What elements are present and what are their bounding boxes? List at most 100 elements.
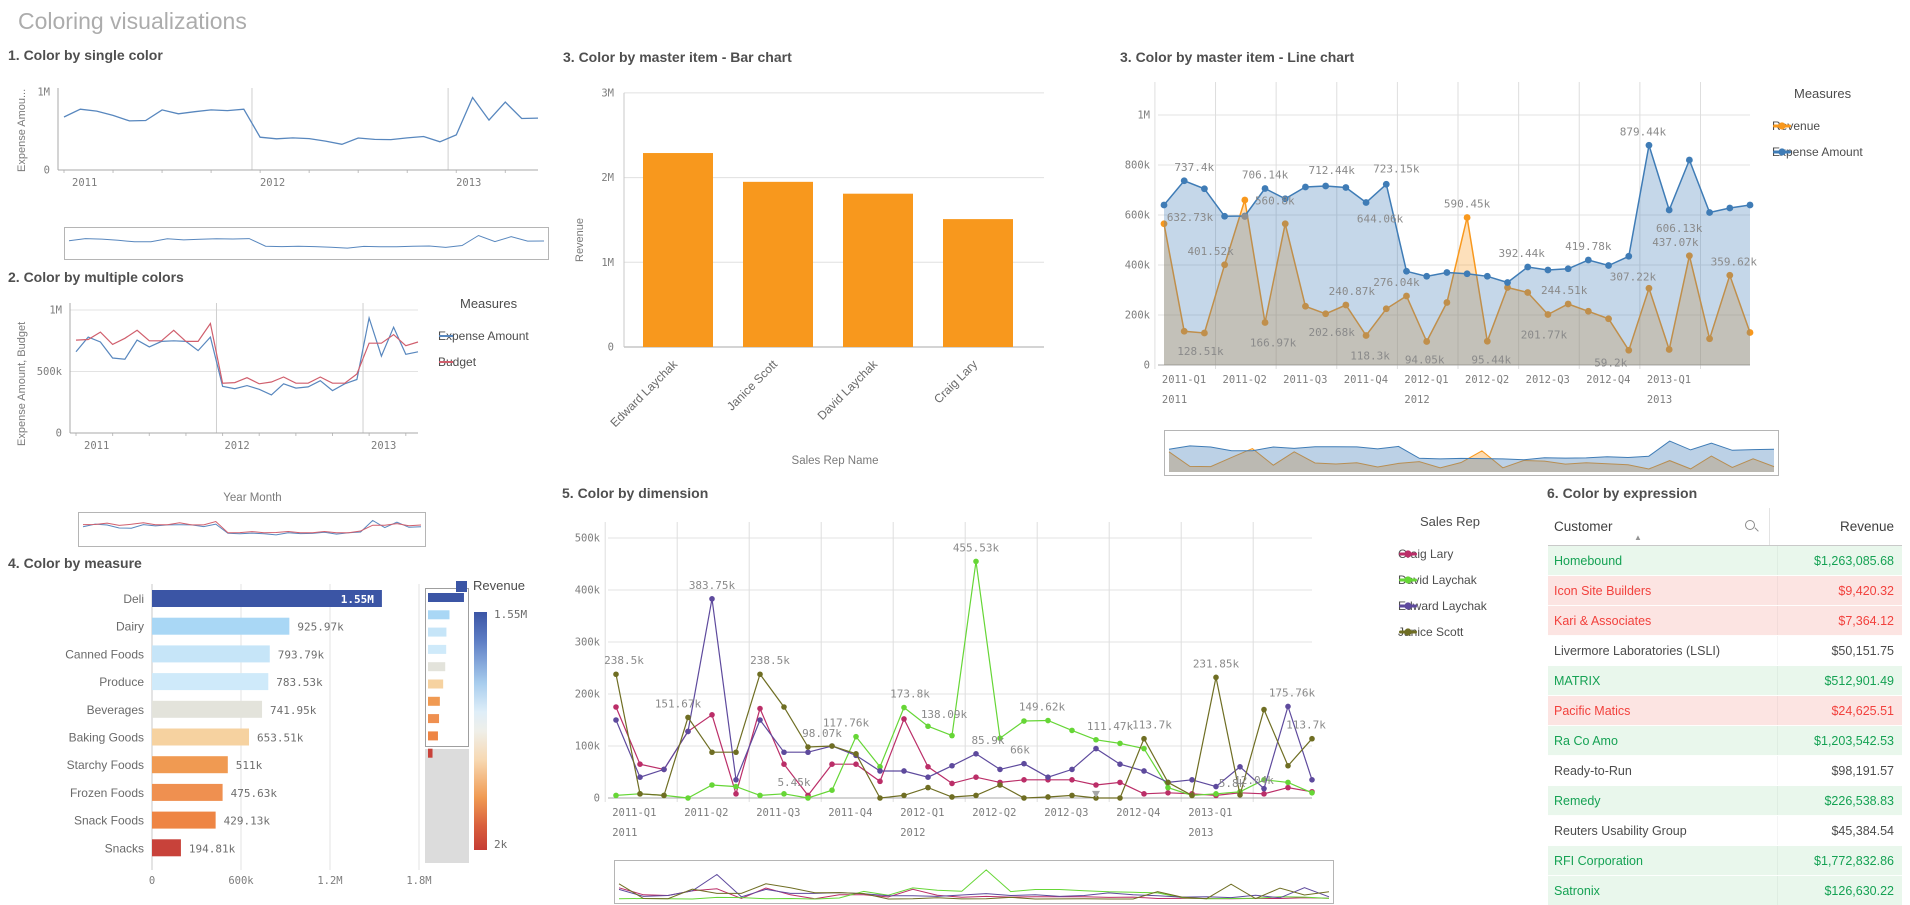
series-color-icon xyxy=(1399,550,1417,558)
customer-cell: MATRIX xyxy=(1554,673,1601,688)
svg-text:475.63k: 475.63k xyxy=(231,787,278,800)
table-row[interactable]: Kari & Associates $7,364.12 xyxy=(1548,606,1902,636)
svg-text:2011-Q1: 2011-Q1 xyxy=(612,807,656,819)
legend-measures-multiple-colors: Measures Expense Amount Budget xyxy=(438,296,529,381)
svg-text:723.15k: 723.15k xyxy=(1373,162,1420,175)
svg-text:644.06k: 644.06k xyxy=(1357,213,1404,226)
table-row[interactable]: Satronix $126,630.22 xyxy=(1548,876,1902,905)
bar-chart-master-item[interactable]: 0 1M 2M 3M Edward Laychak Janice Scott David L… xyxy=(562,76,1107,476)
table-row[interactable]: MATRIX $512,901.49 xyxy=(1548,666,1902,696)
revenue-cell: $24,625.51 xyxy=(1777,696,1902,725)
legend-item-budget[interactable]: Budget xyxy=(438,355,529,369)
svg-text:Deli: Deli xyxy=(123,592,144,606)
svg-text:2011-Q2: 2011-Q2 xyxy=(684,807,728,819)
bar-chart-by-measure[interactable]: 0 600k 1.2M 1.8M Deli 1.55M Dairy 925.97k Canned… xyxy=(8,576,460,892)
legend-title: Measures xyxy=(460,296,518,311)
svg-text:300k: 300k xyxy=(575,637,601,649)
legend-item-edward-laychak[interactable]: Edward Laychak xyxy=(1398,599,1487,613)
chart-title-master-line: 3. Color by master item - Line chart xyxy=(1120,49,1355,65)
search-icon[interactable] xyxy=(1745,520,1755,530)
line-chart-multiple-colors[interactable]: 0 500k 1M 2011 2012 2013 xyxy=(10,295,440,460)
svg-text:2012: 2012 xyxy=(900,827,925,839)
revenue-cell: $226,538.83 xyxy=(1777,786,1902,815)
table-row[interactable]: Icon Site Builders $9,420.32 xyxy=(1548,576,1902,606)
table-row[interactable]: Ra Co Amo $1,203,542.53 xyxy=(1548,726,1902,756)
chart-navigator-master-line[interactable] xyxy=(1164,430,1779,476)
legend-item-revenue[interactable]: Revenue xyxy=(1772,119,1863,133)
legend-item-janice-scott[interactable]: Janice Scott xyxy=(1398,625,1487,639)
svg-text:2013-Q1: 2013-Q1 xyxy=(1647,374,1691,386)
line-chart-by-dimension[interactable]: 0 100k 200k 300k 400k 500k 2011-Q1 2011-Q2 2011-… xyxy=(556,512,1356,905)
customer-cell: RFI Corporation xyxy=(1554,853,1643,868)
legend-item-david-laychak[interactable]: David Laychak xyxy=(1398,573,1487,587)
svg-text:632.73k: 632.73k xyxy=(1167,211,1214,224)
chart-navigator-single-color[interactable] xyxy=(64,227,549,260)
svg-text:2012: 2012 xyxy=(260,177,285,189)
gradient-legend-max: 1.55M xyxy=(494,608,528,621)
svg-text:2012-Q3: 2012-Q3 xyxy=(1044,807,1088,819)
table-row[interactable]: Reuters Usability Group $45,384.54 xyxy=(1548,816,1902,846)
svg-text:173.8k: 173.8k xyxy=(890,688,930,701)
table-row[interactable]: Livermore Laboratories (LSLI) $50,151.75 xyxy=(1548,636,1902,666)
table-row[interactable]: Pacific Matics $24,625.51 xyxy=(1548,696,1902,726)
svg-text:128.51k: 128.51k xyxy=(1177,345,1224,358)
gradient-legend-bar xyxy=(474,612,487,850)
svg-text:1.2M: 1.2M xyxy=(317,875,342,887)
svg-text:400k: 400k xyxy=(575,585,601,597)
series-color-icon xyxy=(1399,576,1417,584)
column-header-customer[interactable]: Customer ▲ xyxy=(1548,508,1769,545)
svg-text:0: 0 xyxy=(44,165,50,177)
legend-item-craig-lary[interactable]: Craig Lary xyxy=(1398,547,1487,561)
svg-text:2011: 2011 xyxy=(84,440,109,452)
svg-text:5.45k: 5.45k xyxy=(777,776,810,789)
svg-text:2011-Q3: 2011-Q3 xyxy=(756,807,800,819)
line-chart-single-color[interactable]: 0 1M 2011 2012 2013 xyxy=(10,78,555,203)
svg-text:Snack Foods: Snack Foods xyxy=(74,814,144,828)
svg-text:1M: 1M xyxy=(49,305,62,317)
svg-text:149.62k: 149.62k xyxy=(1019,701,1066,714)
svg-text:2013-Q1: 2013-Q1 xyxy=(1188,807,1232,819)
chart-navigator-multiple-colors[interactable] xyxy=(78,512,426,547)
legend-item-label: Craig Lary xyxy=(1398,547,1454,561)
column-header-revenue[interactable]: Revenue xyxy=(1769,508,1902,545)
svg-text:737.4k: 737.4k xyxy=(1174,161,1214,174)
table-row[interactable]: Homebound $1,263,085.68 xyxy=(1548,546,1902,576)
customer-cell: Pacific Matics xyxy=(1554,703,1631,718)
svg-text:0: 0 xyxy=(56,428,62,440)
svg-text:95.44k: 95.44k xyxy=(1471,353,1511,366)
x-axis-label-sales-rep: Sales Rep Name xyxy=(791,455,879,467)
line-chart-master-item[interactable]: 0 200k 400k 600k 800k 1M 2011-Q1 2011-Q2 2011-Q3… xyxy=(1124,70,1788,415)
table-row[interactable]: Remedy $226,538.83 xyxy=(1548,786,1902,816)
svg-text:175.76k: 175.76k xyxy=(1269,686,1316,699)
legend-item-expense-amount[interactable]: Expense Amount xyxy=(438,329,529,343)
chart-scroll-minimap[interactable] xyxy=(425,588,470,868)
customer-header-label: Customer xyxy=(1554,519,1613,534)
table-row[interactable]: RFI Corporation $1,772,832.86 xyxy=(1548,846,1902,876)
legend-item-expense-amount[interactable]: Expense Amount xyxy=(1772,145,1863,159)
svg-text:2012-Q4: 2012-Q4 xyxy=(1116,807,1160,819)
svg-text:2012-Q3: 2012-Q3 xyxy=(1526,374,1570,386)
svg-text:500k: 500k xyxy=(37,366,63,378)
svg-text:94.05k: 94.05k xyxy=(1405,354,1445,367)
table-row[interactable]: Ready-to-Run $98,191.57 xyxy=(1548,756,1902,786)
svg-text:66k: 66k xyxy=(1010,744,1030,757)
svg-text:500k: 500k xyxy=(575,533,601,545)
svg-text:2011-Q4: 2011-Q4 xyxy=(1344,374,1388,386)
legend-item-label: Expense Amount xyxy=(1772,145,1863,159)
svg-text:793.79k: 793.79k xyxy=(278,648,325,661)
svg-text:392.44k: 392.44k xyxy=(1499,247,1546,260)
svg-text:1.55M: 1.55M xyxy=(341,593,374,606)
chart-navigator-by-dimension[interactable] xyxy=(614,860,1334,904)
svg-text:600k: 600k xyxy=(1125,210,1151,222)
svg-text:2011-Q3: 2011-Q3 xyxy=(1283,374,1327,386)
series-color-icon xyxy=(1399,628,1417,636)
svg-text:238.5k: 238.5k xyxy=(604,654,644,667)
gradient-legend-min: 2k xyxy=(494,838,508,851)
customer-cell: Remedy xyxy=(1554,793,1601,808)
series-color-icon xyxy=(1773,148,1791,156)
svg-text:2012: 2012 xyxy=(224,440,249,452)
svg-text:560.8k: 560.8k xyxy=(1255,195,1295,208)
svg-text:2013: 2013 xyxy=(1647,394,1672,406)
svg-text:0: 0 xyxy=(149,875,155,887)
svg-text:Beverages: Beverages xyxy=(87,703,144,717)
